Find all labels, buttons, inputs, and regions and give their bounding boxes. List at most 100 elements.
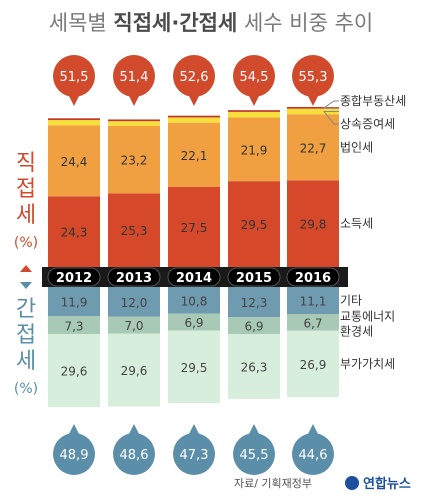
legend-leader — [322, 110, 339, 125]
direct-bar-segment — [108, 193, 160, 267]
direct-value-label: 29,8 — [300, 218, 327, 232]
indirect-value-label: 29,5 — [181, 361, 208, 375]
indirect-side-label-unit: (%) — [14, 381, 38, 397]
year-label: 2012 — [56, 271, 92, 286]
indirect-value-label: 12,0 — [121, 296, 148, 310]
direct-total-label: 51,5 — [60, 70, 89, 85]
indirect-total-label: 48,9 — [60, 448, 89, 463]
direct-bar-segment — [48, 118, 100, 121]
direct-value-label: 29,5 — [241, 218, 268, 232]
year-pill — [227, 267, 281, 287]
indirect-total-pointer — [188, 424, 200, 436]
indirect-value-label: 12,3 — [241, 296, 268, 310]
direct-value-label: 22,7 — [300, 141, 327, 155]
direct-value-label: 27,5 — [181, 221, 208, 235]
legend-leader — [322, 100, 339, 109]
direct-total-bubble — [53, 55, 95, 97]
brand-logo: 연합뉴스 — [345, 476, 411, 492]
year-pill — [107, 267, 161, 287]
up-arrow-icon — [20, 265, 32, 272]
direct-bar-segment — [48, 196, 100, 267]
legend-transport-tax-line2: 환경세 — [340, 325, 373, 339]
indirect-value-label: 10,8 — [181, 294, 208, 308]
indirect-value-label: 11,9 — [61, 296, 88, 310]
indirect-bar-segment — [287, 330, 339, 397]
legend-corporate-tax: 법인세 — [340, 140, 373, 154]
indirect-total-bubble — [113, 433, 155, 475]
direct-bar-segment — [287, 108, 339, 115]
indirect-total-pointer — [68, 424, 80, 436]
indirect-bar-segment — [287, 287, 339, 315]
direct-bar-segment — [228, 110, 280, 112]
brand-icon — [345, 476, 359, 490]
indirect-bar-segment — [108, 316, 160, 334]
year-label: 2013 — [116, 271, 152, 286]
title-part-3: 세수 비중 추이 — [237, 11, 373, 35]
direct-side-label-char: 세 — [16, 203, 36, 228]
indirect-value-label: 6,7 — [303, 317, 322, 331]
direct-side-label-unit: (%) — [14, 235, 38, 251]
indirect-value-label: 7,3 — [64, 319, 83, 333]
indirect-bar-segment — [48, 316, 100, 335]
indirect-total-bubble — [292, 433, 334, 475]
indirect-bar-segment — [108, 287, 160, 317]
direct-bar-segment — [108, 119, 160, 122]
indirect-side-label-char: 접 — [16, 323, 36, 348]
direct-value-label: 24,3 — [61, 226, 88, 240]
direct-total-pointer — [68, 94, 80, 106]
indirect-total-pointer — [248, 424, 260, 436]
indirect-bar-segment — [287, 314, 339, 331]
direct-total-pointer — [188, 94, 200, 106]
indirect-bar-segment — [48, 287, 100, 317]
direct-bar-segment — [168, 122, 220, 187]
direct-total-bubble — [292, 55, 334, 97]
year-label: 2016 — [295, 271, 331, 286]
indirect-bar-segment — [168, 287, 220, 314]
year-label: 2014 — [176, 271, 212, 286]
legend-transport-tax-line1: 교통에너지 — [340, 310, 395, 324]
direct-total-label: 55,3 — [299, 70, 328, 85]
legend-other: 기타 — [340, 294, 362, 308]
direct-bar-segment — [108, 121, 160, 126]
direct-total-label: 51,4 — [120, 70, 149, 85]
direct-bar-segment — [287, 106, 339, 109]
direct-bar-segment — [228, 117, 280, 182]
indirect-value-label: 11,1 — [300, 295, 327, 309]
indirect-value-label: 6,9 — [184, 316, 203, 330]
direct-bar-segment — [228, 111, 280, 118]
legend-vat: 부가가치세 — [340, 357, 395, 371]
indirect-total-bubble — [173, 433, 215, 475]
direct-side-label-char: 직 — [16, 151, 36, 176]
direct-side-label-char: 접 — [16, 177, 36, 202]
brand-name: 연합뉴스 — [363, 476, 411, 492]
indirect-value-label: 29,6 — [121, 364, 148, 378]
chart-title: 세목별 직접세·간접세 세수 비중 추이 — [49, 11, 374, 35]
indirect-value-label: 29,6 — [61, 365, 88, 379]
direct-bar-segment — [287, 114, 339, 181]
direct-bar-segment — [228, 181, 280, 267]
indirect-side-label-char: 세 — [16, 349, 36, 374]
year-pill — [47, 267, 101, 287]
direct-total-pointer — [128, 94, 140, 106]
indirect-value-label: 26,9 — [300, 358, 327, 372]
legend-comprehensive-tax: 종합부동산세 — [340, 94, 406, 108]
direct-total-label: 54,5 — [240, 70, 269, 85]
title-part-1: 세목별 — [49, 11, 114, 35]
indirect-bar-segment — [168, 313, 220, 331]
down-arrow-icon — [20, 282, 32, 289]
indirect-side-label-char: 간 — [16, 297, 36, 322]
indirect-total-label: 48,6 — [120, 448, 149, 463]
indirect-bar-segment — [108, 333, 160, 407]
source-text: 자료/ 기획재정부 — [234, 477, 312, 490]
direct-total-pointer — [307, 94, 319, 106]
indirect-bar-segment — [228, 287, 280, 318]
direct-total-bubble — [113, 55, 155, 97]
direct-bar-segment — [48, 120, 100, 126]
title-part-2: 직접세·간접세 — [113, 11, 237, 35]
legend-inheritance-tax: 상속증여세 — [340, 117, 395, 131]
indirect-total-bubble — [53, 433, 95, 475]
indirect-value-label: 26,3 — [241, 361, 268, 375]
indirect-value-label: 7,0 — [124, 319, 143, 333]
